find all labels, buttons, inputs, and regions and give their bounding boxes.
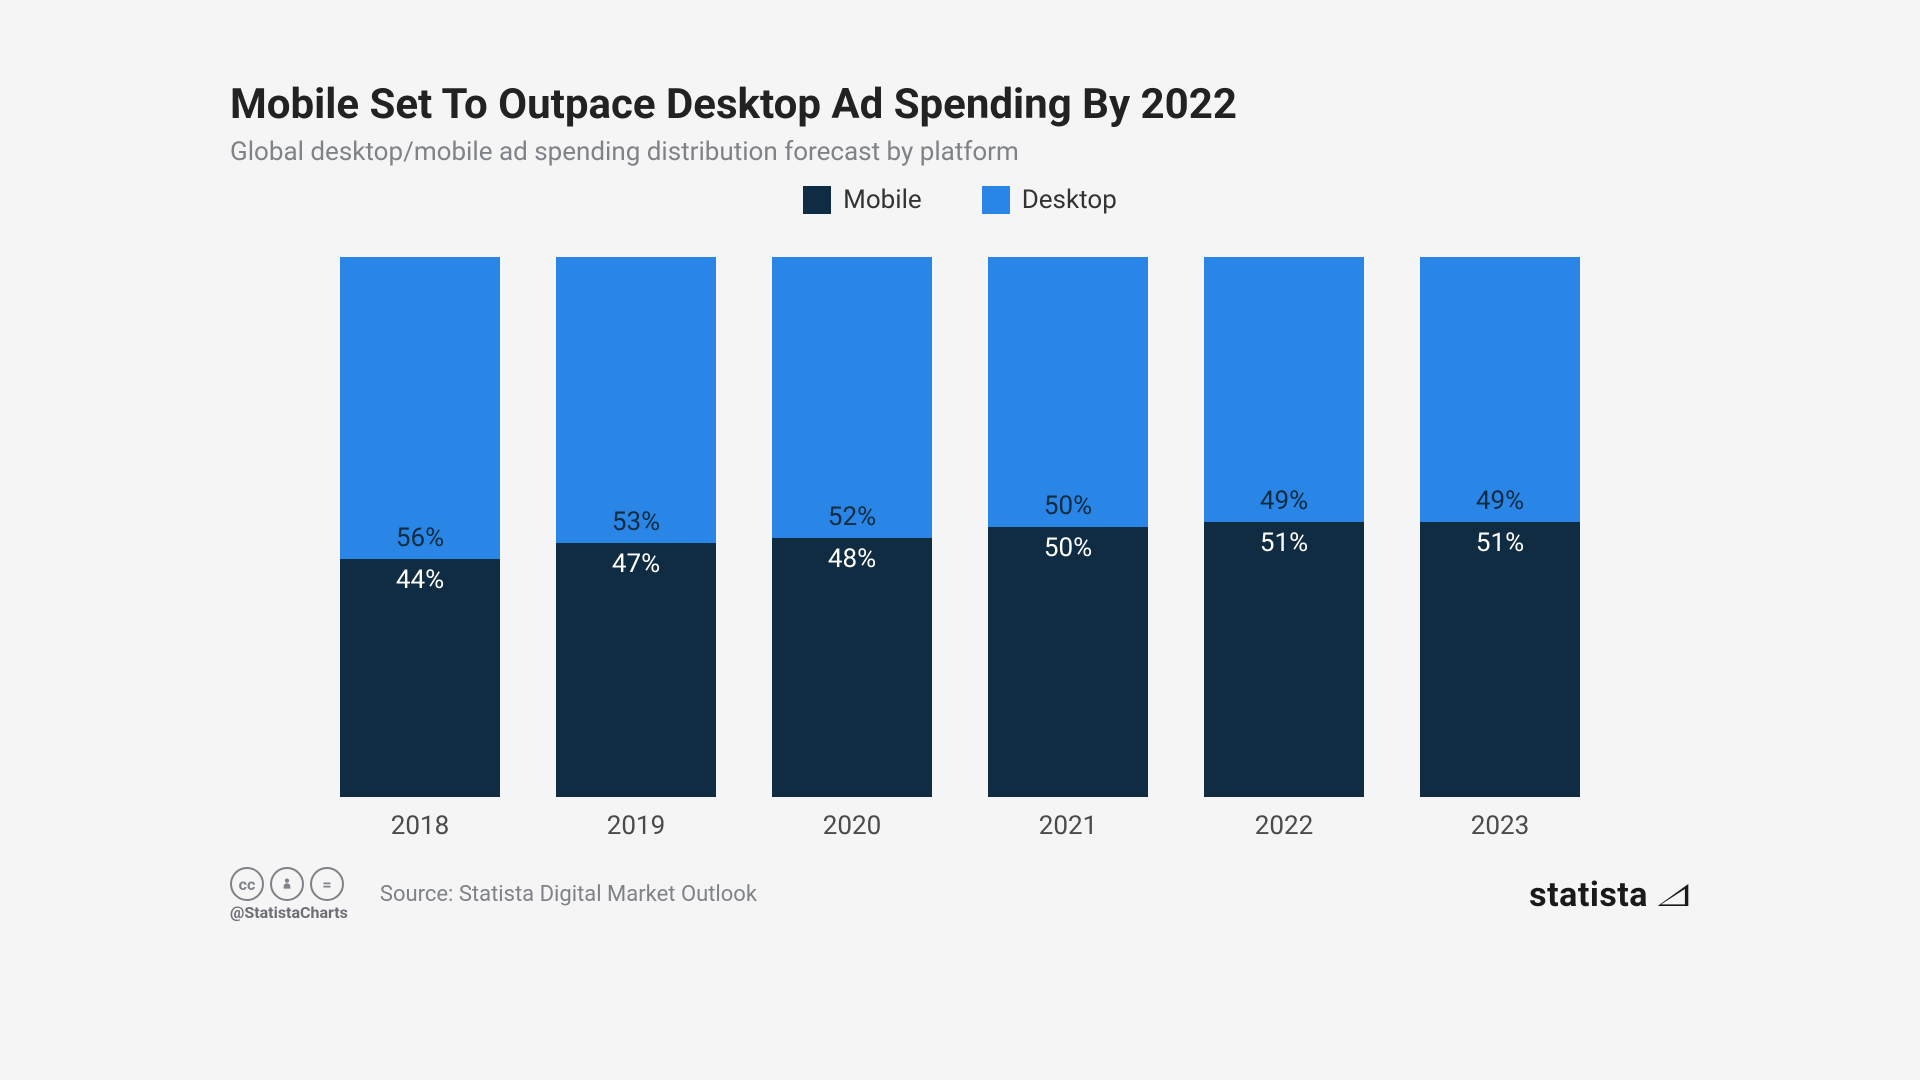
bar-stack: 49%51% (1204, 257, 1364, 797)
cc-icon: cc (230, 867, 264, 901)
bar-group: 52%48%2020 (772, 257, 932, 841)
twitter-handle: @StatistaCharts (230, 903, 348, 922)
page: Mobile Set To Outpace Desktop Ad Spendin… (0, 0, 1920, 1080)
bar-value-desktop: 49% (1420, 486, 1580, 516)
category-label: 2022 (1255, 811, 1313, 841)
bar-group: 50%50%2021 (988, 257, 1148, 841)
bar-segment-desktop: 56% (340, 257, 500, 559)
bar-segment-mobile: 44% (340, 559, 500, 797)
brand-text: statista (1529, 875, 1648, 915)
bar-value-mobile: 51% (1204, 528, 1364, 558)
bar-segment-desktop: 50% (988, 257, 1148, 527)
bar-value-mobile: 48% (772, 544, 932, 574)
legend-label-desktop: Desktop (1022, 185, 1117, 215)
cc-license-icons: cc = (230, 867, 348, 901)
legend: Mobile Desktop (230, 185, 1690, 215)
legend-item-desktop: Desktop (982, 185, 1117, 215)
category-label: 2018 (391, 811, 449, 841)
bar-segment-desktop: 49% (1204, 257, 1364, 522)
category-label: 2019 (607, 811, 665, 841)
bar-stack: 49%51% (1420, 257, 1580, 797)
bar-segment-mobile: 51% (1204, 522, 1364, 797)
bar-segment-desktop: 53% (556, 257, 716, 543)
bar-value-desktop: 50% (988, 491, 1148, 521)
bar-stack: 52%48% (772, 257, 932, 797)
legend-swatch-mobile (803, 186, 831, 214)
brand-mark-icon (1656, 880, 1690, 910)
category-label: 2020 (823, 811, 881, 841)
bar-group: 49%51%2023 (1420, 257, 1580, 841)
bar-segment-desktop: 49% (1420, 257, 1580, 522)
category-label: 2021 (1039, 811, 1097, 841)
bar-segment-desktop: 52% (772, 257, 932, 538)
bar-segment-mobile: 47% (556, 543, 716, 797)
bar-value-desktop: 52% (772, 502, 932, 532)
bar-stack: 50%50% (988, 257, 1148, 797)
brand: statista (1529, 875, 1690, 915)
chart-area: 56%44%201853%47%201952%48%202050%50%2021… (230, 251, 1690, 841)
source-text: Source: Statista Digital Market Outlook (380, 882, 757, 907)
bar-stack: 53%47% (556, 257, 716, 797)
bar-group: 53%47%2019 (556, 257, 716, 841)
footer: cc = @StatistaCharts Source: Statista Di… (230, 867, 1690, 922)
bar-value-mobile: 50% (988, 533, 1148, 563)
chart-title: Mobile Set To Outpace Desktop Ad Spendin… (230, 80, 1690, 129)
cc-by-icon (270, 867, 304, 901)
bar-value-mobile: 51% (1420, 528, 1580, 558)
chart-subtitle: Global desktop/mobile ad spending distri… (230, 137, 1690, 167)
legend-item-mobile: Mobile (803, 185, 922, 215)
footer-left: cc = @StatistaCharts Source: Statista Di… (230, 867, 757, 922)
cc-nd-icon: = (310, 867, 344, 901)
bar-value-desktop: 56% (340, 523, 500, 553)
bar-segment-mobile: 50% (988, 527, 1148, 797)
legend-label-mobile: Mobile (843, 185, 922, 215)
bar-value-mobile: 44% (340, 565, 500, 595)
legend-swatch-desktop (982, 186, 1010, 214)
bar-value-desktop: 53% (556, 507, 716, 537)
bar-segment-mobile: 51% (1420, 522, 1580, 797)
bar-stack: 56%44% (340, 257, 500, 797)
category-label: 2023 (1471, 811, 1529, 841)
chart-card: Mobile Set To Outpace Desktop Ad Spendin… (70, 40, 1850, 1060)
bar-group: 49%51%2022 (1204, 257, 1364, 841)
bar-segment-mobile: 48% (772, 538, 932, 797)
footer-credits: cc = @StatistaCharts (230, 867, 348, 922)
bar-group: 56%44%2018 (340, 257, 500, 841)
bar-value-desktop: 49% (1204, 486, 1364, 516)
bar-value-mobile: 47% (556, 549, 716, 579)
